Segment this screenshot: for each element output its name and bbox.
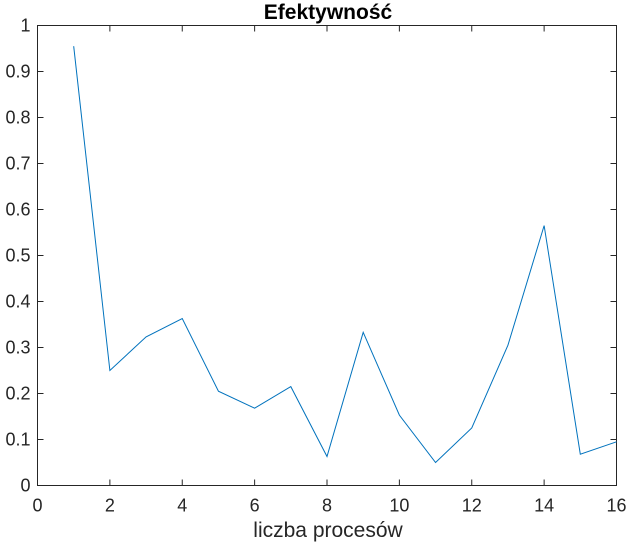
x-tick-label: 14: [534, 496, 554, 516]
y-tick-label: 1: [20, 16, 30, 36]
y-axis: 0 0.1 0.2 0.3 0.4 0.5 0.6 0.7 0.8 0.9 1: [5, 16, 617, 496]
x-tick-label: 10: [389, 496, 409, 516]
x-tick-label: 16: [606, 496, 626, 516]
series-layer: [73, 46, 617, 464]
y-tick-label: 0: [20, 476, 30, 496]
y-tick-label: 0.5: [5, 246, 30, 266]
x-tick-label: 0: [32, 496, 42, 516]
y-tick-label: 0.8: [5, 108, 30, 128]
y-tick-label: 0.3: [5, 338, 30, 358]
x-tick-label: 4: [177, 496, 187, 516]
chart-title: Efektywność: [264, 1, 393, 24]
x-tick-label: 6: [250, 496, 260, 516]
x-tick-label: 12: [462, 496, 482, 516]
x-tick-label: 8: [322, 496, 332, 516]
y-tick-label: 0.4: [5, 292, 30, 312]
series-line-0: [73, 46, 617, 464]
y-tick-label: 0.7: [5, 154, 30, 174]
x-axis-title: liczba procesów: [253, 519, 403, 542]
y-tick-label: 0.6: [5, 200, 30, 220]
y-tick-label: 0.1: [5, 430, 30, 450]
plot-area: [37, 25, 617, 486]
y-tick-label: 0.9: [5, 62, 30, 82]
y-tick-label: 0.2: [5, 384, 30, 404]
x-axis: 0 2 4 6 8 10 12 14 16: [32, 25, 627, 516]
x-tick-label: 2: [105, 496, 115, 516]
